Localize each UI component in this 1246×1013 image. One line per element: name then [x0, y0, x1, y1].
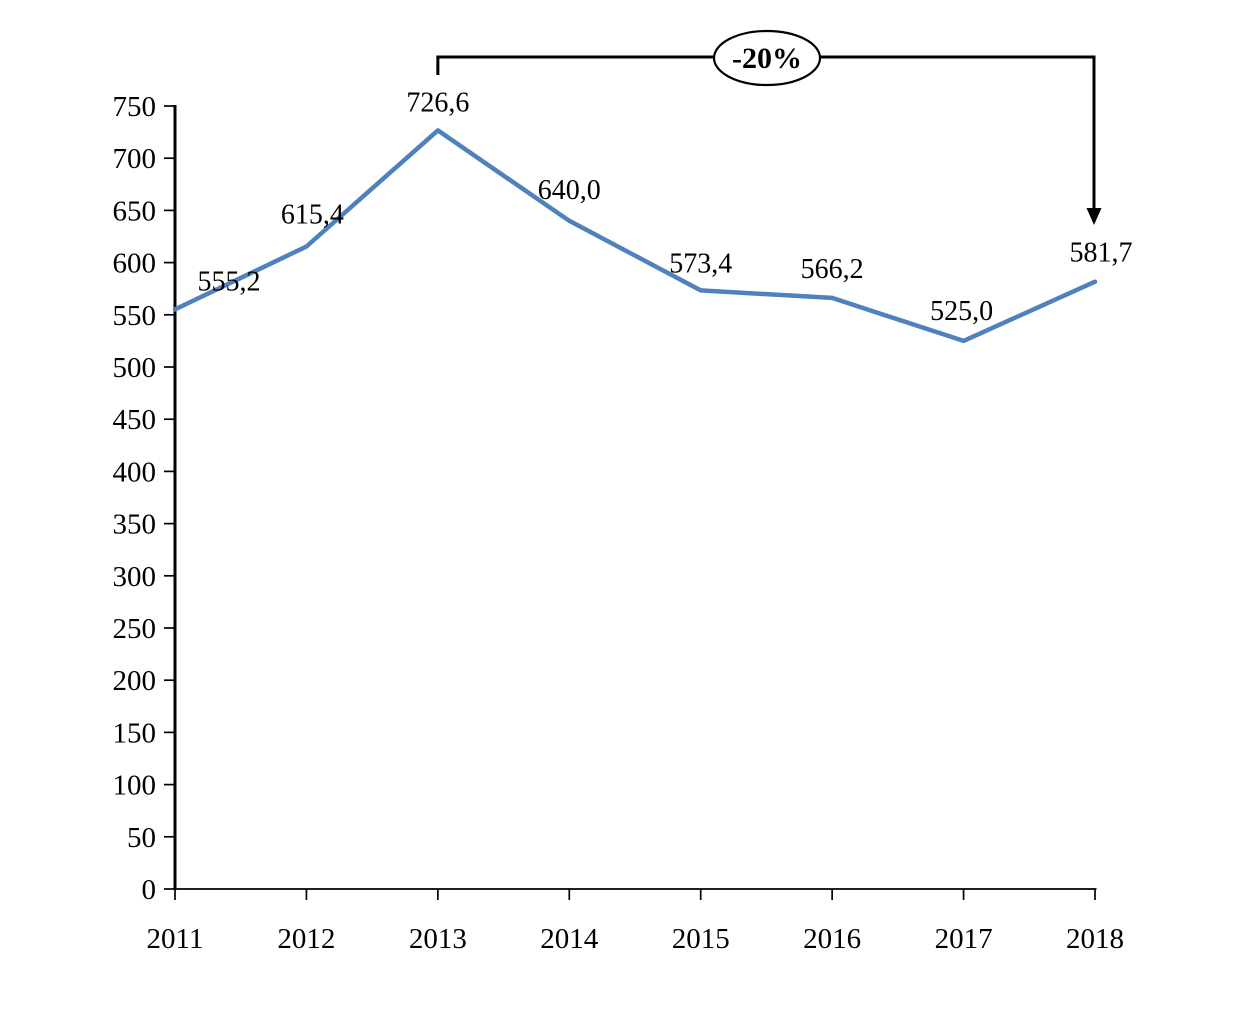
y-axis-tick-label: 200	[113, 665, 157, 697]
x-axis-tick-label: 2012	[277, 923, 335, 955]
y-axis-tick-label: 250	[113, 613, 157, 645]
y-axis-tick-label: 550	[113, 300, 157, 332]
x-axis-tick-label: 2011	[147, 923, 204, 955]
y-axis-tick-label: 350	[113, 509, 157, 541]
data-label-2011: 555,2	[198, 266, 261, 297]
y-axis-tick-label: 650	[113, 195, 157, 227]
y-axis-tick-label: 300	[113, 561, 157, 593]
y-axis-tick-label: 100	[113, 770, 157, 802]
data-label-2013: 726,6	[406, 87, 469, 118]
y-axis-tick-label: 450	[113, 404, 157, 436]
y-axis-tick-label: 700	[113, 143, 157, 175]
annotation-arrowhead	[1086, 208, 1102, 225]
y-axis-tick-label: 400	[113, 456, 157, 488]
annotation-label: -20%	[732, 42, 802, 75]
data-label-2018: 581,7	[1070, 238, 1133, 269]
x-axis-tick-label: 2018	[1066, 923, 1124, 955]
data-label-2017: 525,0	[930, 296, 993, 327]
y-axis-tick-label: 150	[113, 717, 157, 749]
y-axis-tick-label: 600	[113, 248, 157, 280]
data-label-2014: 640,0	[538, 175, 601, 206]
annotation-ellipse	[712, 29, 822, 87]
y-axis-tick-label: 0	[142, 874, 157, 906]
x-axis-tick-label: 2013	[409, 923, 467, 955]
x-axis-tick-label: 2017	[935, 923, 993, 955]
data-label-2016: 566,2	[801, 254, 864, 285]
y-axis-tick-label: 750	[113, 91, 157, 123]
data-label-2012: 615,4	[281, 200, 344, 231]
data-label-2015: 573,4	[669, 248, 732, 279]
x-axis-tick-label: 2016	[803, 923, 861, 955]
x-axis-tick-label: 2015	[672, 923, 730, 955]
y-axis-tick-label: 500	[113, 352, 157, 384]
y-axis-tick-label: 50	[127, 822, 156, 854]
data-series-line	[172, 128, 1098, 344]
x-axis-tick-label: 2014	[540, 923, 599, 955]
